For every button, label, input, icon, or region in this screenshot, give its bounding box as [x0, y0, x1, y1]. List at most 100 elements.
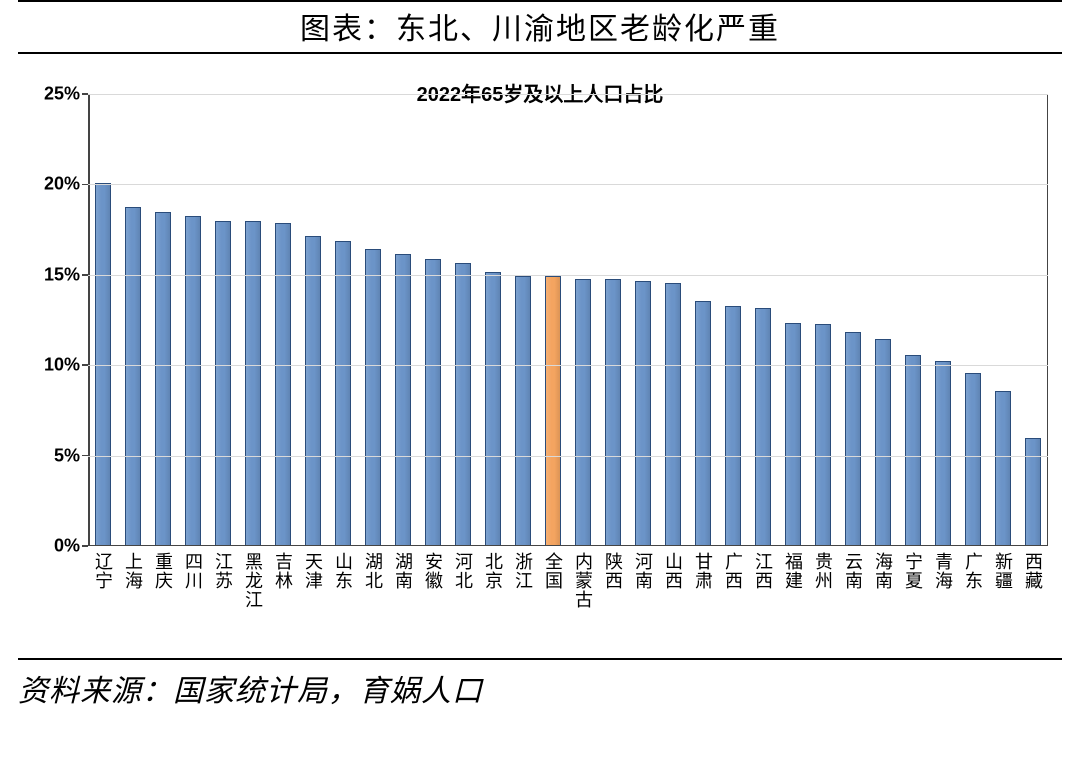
x-tick-label: 广西 [720, 552, 746, 652]
x-label-slot: 江苏 [208, 552, 238, 652]
x-label-slot: 湖北 [358, 552, 388, 652]
figure-header-title: 图表：东北、川渝地区老龄化严重 [0, 2, 1080, 52]
bar-slot [868, 94, 898, 545]
bar-slot [148, 94, 178, 545]
x-tick-label: 四川 [180, 552, 206, 652]
bar-slot [898, 94, 928, 545]
bar-slot [538, 94, 568, 545]
bar [215, 221, 232, 545]
bar [935, 361, 952, 545]
x-tick-label: 甘肃 [690, 552, 716, 652]
x-label-slot: 吉林 [268, 552, 298, 652]
x-label-slot: 青海 [928, 552, 958, 652]
x-label-slot: 北京 [478, 552, 508, 652]
bar [335, 241, 352, 545]
bar-slot [448, 94, 478, 545]
bar-slot [358, 94, 388, 545]
bar [785, 323, 802, 545]
x-label-slot: 辽宁 [88, 552, 118, 652]
bar-slot [748, 94, 778, 545]
x-tick-label: 安徽 [420, 552, 446, 652]
y-tick-mark [82, 184, 88, 186]
x-label-slot: 广东 [958, 552, 988, 652]
x-label-slot: 天津 [298, 552, 328, 652]
bar-slot [628, 94, 658, 545]
bar [425, 259, 442, 545]
bar [185, 216, 202, 545]
bar [605, 279, 622, 545]
bar [305, 236, 322, 545]
grid-line [88, 275, 1048, 276]
bar [755, 308, 772, 545]
x-label-slot: 四川 [178, 552, 208, 652]
x-tick-label: 山东 [330, 552, 356, 652]
bar-slot [838, 94, 868, 545]
x-label-slot: 甘肃 [688, 552, 718, 652]
x-label-slot: 河北 [448, 552, 478, 652]
y-tick-mark [82, 545, 88, 547]
x-label-slot: 江西 [748, 552, 778, 652]
bar [905, 355, 922, 545]
x-axis-labels: 辽宁上海重庆四川江苏黑龙江吉林天津山东湖北湖南安徽河北北京浙江全国内蒙古陕西河南… [88, 552, 1048, 652]
x-tick-label: 上海 [120, 552, 146, 652]
x-tick-label: 全国 [540, 552, 566, 652]
bar [485, 272, 502, 545]
source-text: 资料来源：国家统计局，育娲人口 [18, 666, 1062, 710]
x-label-slot: 贵州 [808, 552, 838, 652]
bars-group [88, 94, 1048, 545]
bar-slot [718, 94, 748, 545]
x-label-slot: 云南 [838, 552, 868, 652]
grid-line [88, 184, 1048, 185]
x-tick-label: 新疆 [990, 552, 1016, 652]
x-label-slot: 湖南 [388, 552, 418, 652]
bar [965, 373, 982, 545]
bar [395, 254, 412, 545]
x-tick-label: 江苏 [210, 552, 236, 652]
bar-slot [958, 94, 988, 545]
bar-slot [658, 94, 688, 545]
bar [155, 212, 172, 545]
x-tick-label: 河北 [450, 552, 476, 652]
bar-slot [478, 94, 508, 545]
x-tick-label: 湖南 [390, 552, 416, 652]
rule-above-source [18, 658, 1062, 660]
x-label-slot: 黑龙江 [238, 552, 268, 652]
x-label-slot: 广西 [718, 552, 748, 652]
bar-slot [568, 94, 598, 545]
bar [275, 223, 292, 545]
bar [665, 283, 682, 545]
bar-slot [808, 94, 838, 545]
bar-slot [418, 94, 448, 545]
bar [995, 391, 1012, 545]
x-tick-label: 浙江 [510, 552, 536, 652]
x-label-slot: 宁夏 [898, 552, 928, 652]
x-tick-label: 福建 [780, 552, 806, 652]
bar-slot [238, 94, 268, 545]
x-tick-label: 辽宁 [90, 552, 116, 652]
bar-slot [1018, 94, 1048, 545]
bar [875, 339, 892, 545]
bar-slot [778, 94, 808, 545]
x-tick-label: 西藏 [1020, 552, 1046, 652]
x-label-slot: 重庆 [148, 552, 178, 652]
x-label-slot: 上海 [118, 552, 148, 652]
bar [815, 324, 832, 545]
bar [515, 276, 532, 545]
x-label-slot: 新疆 [988, 552, 1018, 652]
x-tick-label: 河南 [630, 552, 656, 652]
plot-area: 0%5%10%15%20%25% [88, 94, 1048, 546]
bar [125, 207, 142, 545]
bar-slot [118, 94, 148, 545]
chart-container: 2022年65岁及以上人口占比 0%5%10%15%20%25% 辽宁上海重庆四… [18, 54, 1062, 658]
bar-slot [328, 94, 358, 545]
x-tick-label: 吉林 [270, 552, 296, 652]
bar-slot [388, 94, 418, 545]
y-tick-mark [82, 364, 88, 366]
x-label-slot: 山西 [658, 552, 688, 652]
x-label-slot: 陕西 [598, 552, 628, 652]
x-tick-label: 湖北 [360, 552, 386, 652]
grid-line [88, 94, 1048, 95]
x-label-slot: 河南 [628, 552, 658, 652]
bar [365, 249, 382, 546]
bar-slot [208, 94, 238, 545]
